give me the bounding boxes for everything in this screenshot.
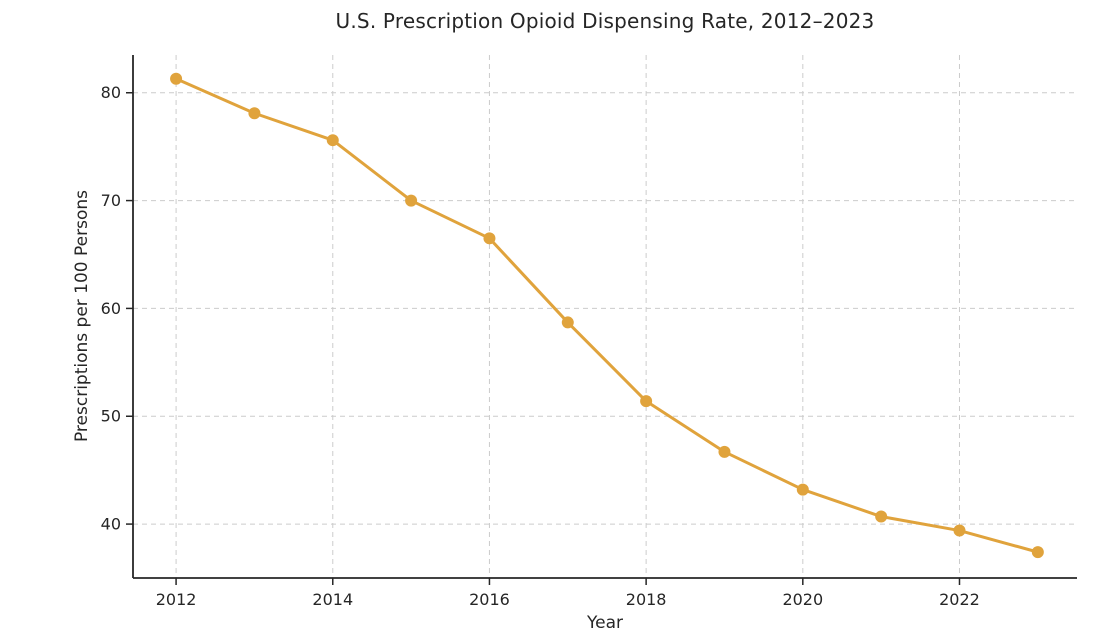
data-point-2012 [170,72,183,85]
data-point-2013 [248,107,261,120]
y-axis-label: Prescriptions per 100 Persons [72,189,92,443]
y-tick-label: 70 [101,191,121,210]
data-point-2022 [953,524,966,537]
data-point-2023 [1031,546,1044,559]
x-axis-label: Year [587,613,623,633]
x-tick-label: 2018 [626,590,667,609]
x-tick-label: 2014 [312,590,353,609]
data-line [174,77,1040,554]
data-point-2016 [483,232,496,245]
data-point-2014 [326,134,339,147]
data-point-2021 [875,510,888,523]
data-point-2019 [718,445,731,458]
data-point-2015 [405,194,418,207]
y-tick-label: 40 [101,515,121,534]
chart-title: U.S. Prescription Opioid Dispensing Rate… [335,9,875,33]
data-point-2017 [561,316,574,329]
x-tick-label: 2020 [782,590,823,609]
x-tick-label: 2016 [469,590,510,609]
data-point-2018 [640,395,653,408]
data-point-2020 [796,483,809,496]
y-tick-label: 50 [101,407,121,426]
y-tick-label: 60 [101,299,121,318]
x-tick-label: 2012 [156,590,197,609]
x-tick-label: 2022 [939,590,980,609]
y-tick-label: 80 [101,83,121,102]
